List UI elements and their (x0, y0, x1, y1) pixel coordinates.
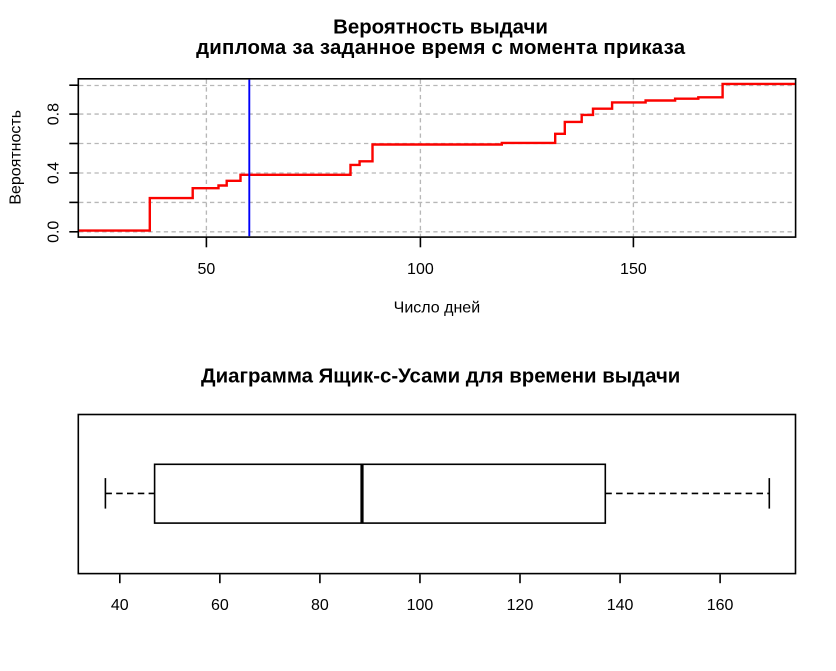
svg-text:Вероятность выдачи: Вероятность выдачи (333, 17, 548, 39)
svg-text:Диаграмма Ящик-с-Усами для вре: Диаграмма Ящик-с-Усами для времени выдач… (201, 365, 680, 387)
svg-text:100: 100 (407, 597, 434, 614)
svg-text:60: 60 (211, 597, 229, 614)
svg-text:диплома за заданное время с мо: диплома за заданное время с момента прик… (196, 37, 686, 59)
svg-text:100: 100 (407, 261, 434, 278)
svg-text:160: 160 (707, 597, 734, 614)
svg-text:80: 80 (311, 597, 329, 614)
svg-text:Число дней: Число дней (394, 300, 480, 317)
svg-text:0.4: 0.4 (46, 162, 63, 184)
svg-text:0.8: 0.8 (46, 103, 63, 125)
svg-text:150: 150 (620, 261, 647, 278)
svg-text:120: 120 (507, 597, 534, 614)
svg-text:140: 140 (607, 597, 634, 614)
svg-text:0.0: 0.0 (46, 221, 63, 243)
svg-text:50: 50 (198, 261, 216, 278)
svg-text:Вероятность: Вероятность (7, 110, 24, 205)
svg-text:40: 40 (111, 597, 129, 614)
